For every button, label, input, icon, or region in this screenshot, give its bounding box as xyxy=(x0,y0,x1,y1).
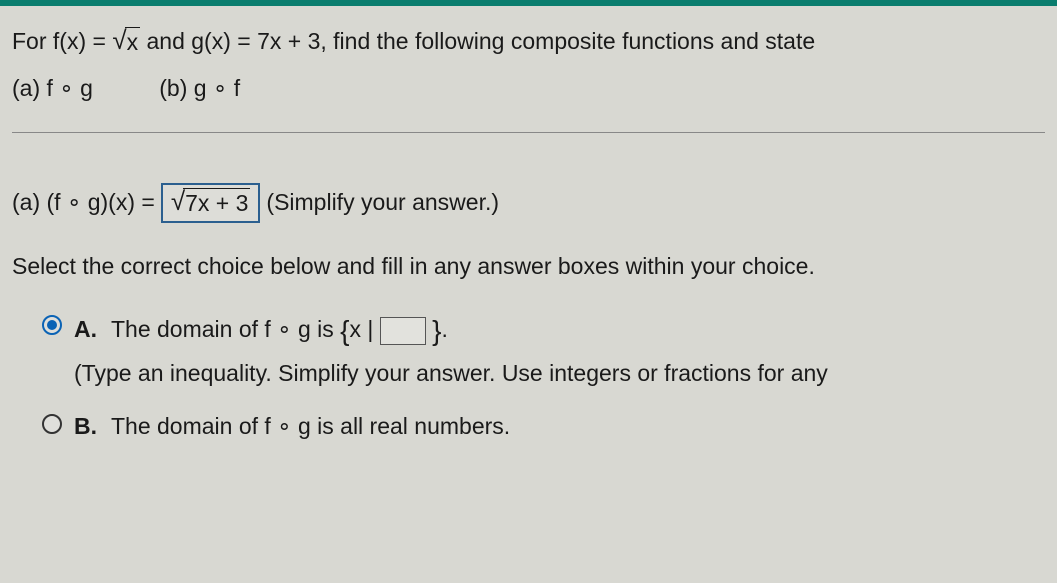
answer-a-line: (a) (f ∘ g)(x) = √ 7x + 3 (Simplify your… xyxy=(12,183,1045,224)
set-var: x xyxy=(350,316,362,342)
parts-line: (a) f ∘ g (b) g ∘ f xyxy=(12,75,1045,102)
answer-a-box[interactable]: √ 7x + 3 xyxy=(161,183,261,224)
choice-a-body: A. The domain of f ∘ g is {x | }. (Type … xyxy=(74,310,828,391)
radio-b[interactable] xyxy=(42,414,62,434)
set-bar: | xyxy=(367,316,373,342)
choice-b-letter: B. xyxy=(74,413,97,439)
choice-a-text-after: . xyxy=(442,316,448,342)
stem-prefix: For f(x) = xyxy=(12,28,112,54)
fx-sqrt: √ x xyxy=(112,27,140,58)
domain-input[interactable] xyxy=(380,317,426,345)
fx-sqrt-body: x xyxy=(125,27,141,58)
stem-mid: and g(x) = 7x + 3, find the following co… xyxy=(146,28,815,54)
answer-a-hint: (Simplify your answer.) xyxy=(266,189,499,216)
part-a-label: (a) f ∘ g xyxy=(12,75,93,102)
section-divider xyxy=(12,132,1045,133)
choices-group: A. The domain of f ∘ g is {x | }. (Type … xyxy=(12,310,1045,443)
choice-a-sub: (Type an inequality. Simplify your answe… xyxy=(74,356,828,391)
radio-a[interactable] xyxy=(42,315,62,335)
question-content: For f(x) = √ x and g(x) = 7x + 3, find t… xyxy=(0,6,1057,443)
answer-a-label: (a) (f ∘ g)(x) = xyxy=(12,189,155,216)
choice-b-text: The domain of f ∘ g is all real numbers. xyxy=(111,413,510,439)
choice-instruction: Select the correct choice below and fill… xyxy=(12,253,1045,280)
question-stem: For f(x) = √ x and g(x) = 7x + 3, find t… xyxy=(12,24,1045,59)
choice-b[interactable]: B. The domain of f ∘ g is all real numbe… xyxy=(42,409,1045,444)
choice-a-text-before: The domain of f ∘ g is xyxy=(111,316,340,342)
part-b-label: (b) g ∘ f xyxy=(159,75,240,102)
choice-a[interactable]: A. The domain of f ∘ g is {x | }. (Type … xyxy=(42,310,1045,391)
choice-b-body: B. The domain of f ∘ g is all real numbe… xyxy=(74,409,510,444)
close-brace-icon: } xyxy=(432,315,441,346)
answer-a-sqrt-body: 7x + 3 xyxy=(183,188,250,219)
answer-a-sqrt: √ 7x + 3 xyxy=(171,188,251,219)
open-brace-icon: { xyxy=(340,315,349,346)
choice-a-letter: A. xyxy=(74,316,97,342)
